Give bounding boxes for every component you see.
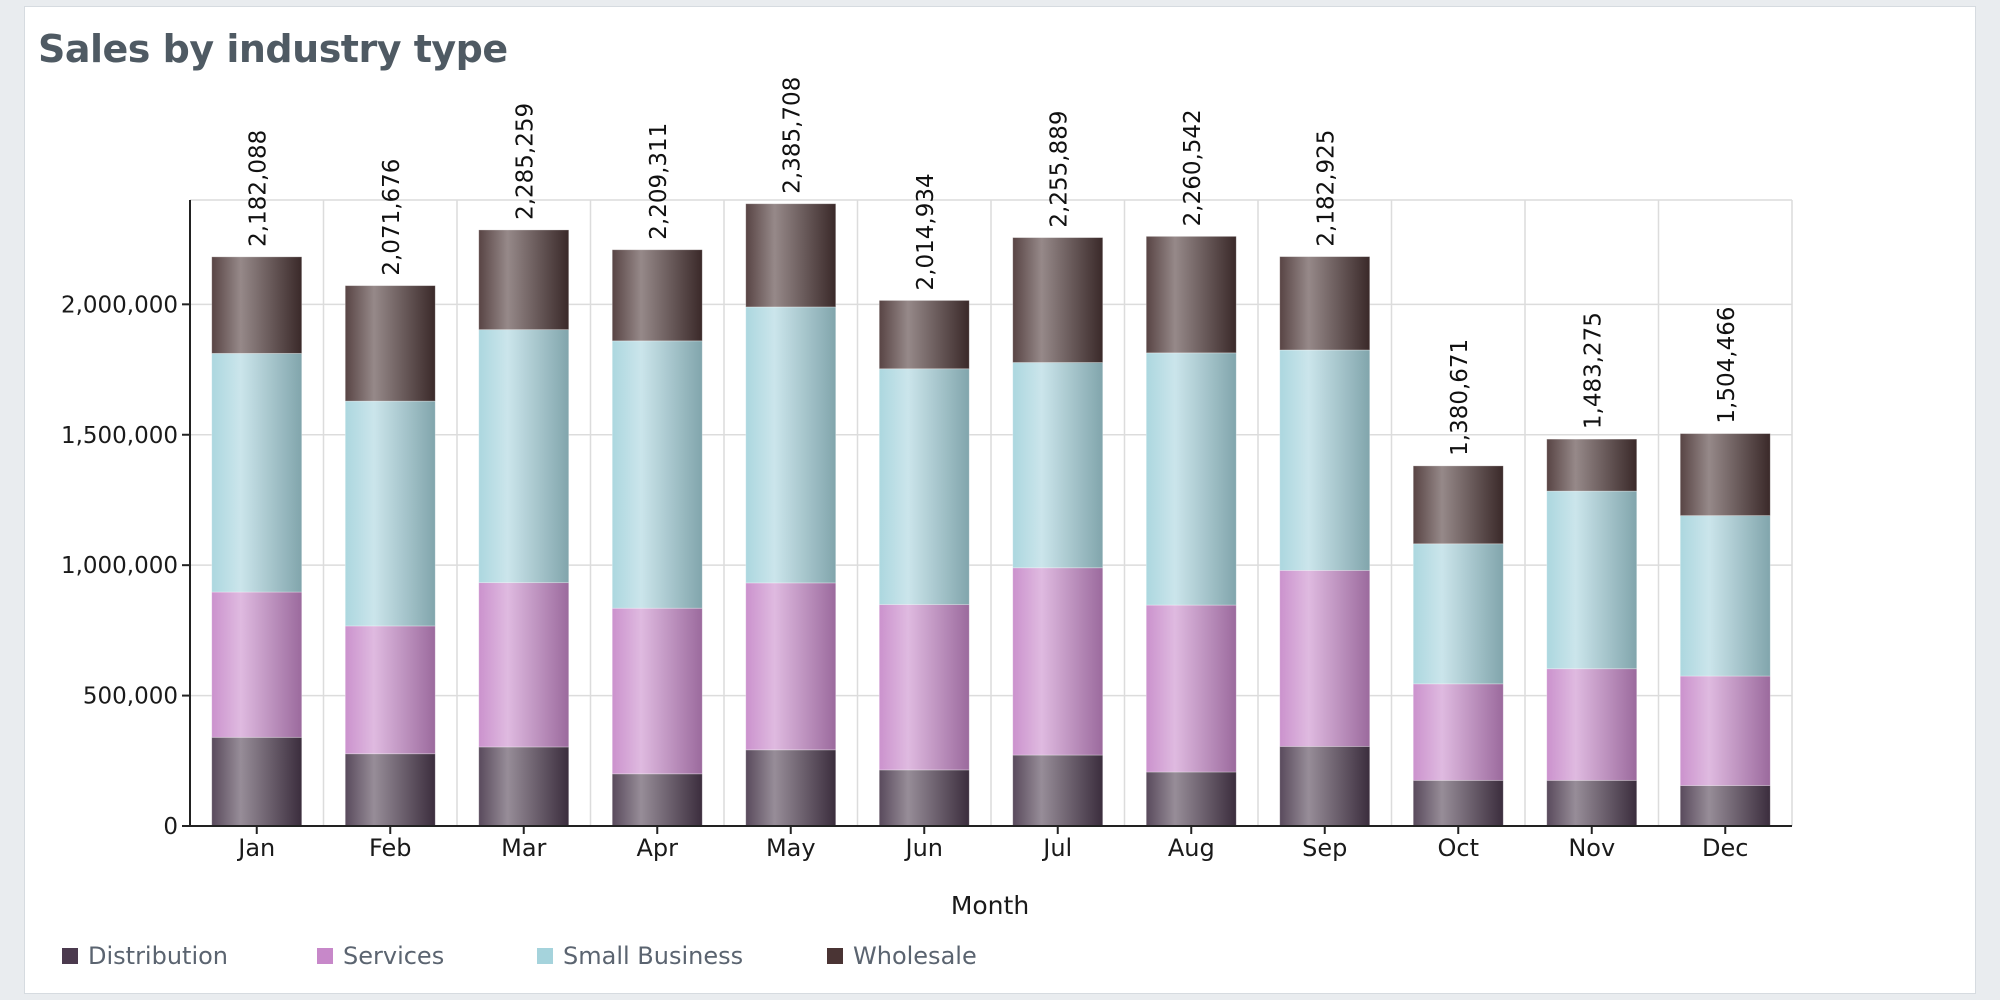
bar-wholesale-feb[interactable] [344,285,436,402]
x-axis-label: Month [951,891,1029,920]
legend-item-small-business[interactable]: Small Business [537,942,827,970]
bar-small-business-mar[interactable] [478,329,570,584]
bar-small-business-nov[interactable] [1546,490,1638,670]
bar-services-nov[interactable] [1546,668,1638,781]
bar-services-apr[interactable] [611,607,703,775]
legend-label: Distribution [88,942,229,970]
x-tick-label: Apr [636,834,678,862]
total-label-apr: 2,209,311 [646,123,672,240]
legend-label: Services [343,942,445,970]
bar-small-business-may[interactable] [745,306,837,584]
bar-distribution-apr[interactable] [611,773,703,827]
bar-wholesale-nov[interactable] [1546,438,1638,492]
legend-item-distribution[interactable]: Distribution [62,942,317,970]
x-tick-label: Dec [1702,834,1748,862]
bar-distribution-dec[interactable] [1679,785,1771,827]
bar-distribution-mar[interactable] [478,746,570,827]
y-tick-label: 2,000,000 [61,292,178,318]
bar-distribution-jul[interactable] [1012,754,1104,827]
x-tick-label: Oct [1438,834,1480,862]
legend-swatch [317,948,333,964]
bar-wholesale-jun[interactable] [878,300,970,370]
bar-distribution-jun[interactable] [878,769,970,827]
bar-services-dec[interactable] [1679,675,1771,786]
legend-swatch [537,948,553,964]
x-tick-label: May [766,834,816,862]
x-tick-label: Nov [1568,834,1615,862]
total-label-oct: 1,380,671 [1447,339,1473,456]
bar-small-business-dec[interactable] [1679,515,1771,677]
x-tick-label: Sep [1302,834,1347,862]
bar-distribution-aug[interactable] [1145,771,1237,827]
bar-wholesale-oct[interactable] [1412,465,1504,545]
total-label-jul: 2,255,889 [1047,111,1073,228]
total-label-jan: 2,182,088 [246,130,272,247]
bar-services-mar[interactable] [478,582,570,748]
legend-swatch [62,948,78,964]
bar-services-may[interactable] [745,582,837,751]
y-tick-label: 500,000 [83,684,178,710]
bar-services-feb[interactable] [344,625,436,755]
total-label-sep: 2,182,925 [1314,130,1340,247]
bar-wholesale-dec[interactable] [1679,433,1771,517]
total-label-dec: 1,504,466 [1714,307,1740,424]
bar-small-business-aug[interactable] [1145,352,1237,606]
bars [211,203,1771,827]
y-tick-label: 0 [163,814,178,840]
bar-wholesale-mar[interactable] [478,229,570,331]
bar-distribution-feb[interactable] [344,753,436,827]
bar-distribution-oct[interactable] [1412,779,1504,827]
total-labels: 2,182,088 2,071,676 2,285,259 2,209,311 2,38… [246,77,1741,456]
y-tick-label: 1,500,000 [61,423,178,449]
x-tick-label: Aug [1168,834,1215,862]
y-tick-label: 1,000,000 [61,553,178,579]
chart-title: Sales by industry type [38,27,508,71]
x-tick-label: Mar [501,834,546,862]
bar-distribution-sep[interactable] [1279,746,1371,827]
x-tick-label: Feb [369,834,412,862]
bar-services-jan[interactable] [211,591,303,738]
x-tick-label: Jul [1041,834,1072,862]
legend-label: Small Business [563,942,744,970]
bar-wholesale-apr[interactable] [611,249,703,342]
x-tick-label: Jan [236,834,275,862]
legend: Distribution Services Small Business Wholes… [62,942,1027,970]
legend-item-services[interactable]: Services [317,942,537,970]
bar-small-business-apr[interactable] [611,340,703,609]
axes: 0 500,000 1,000,000 1,500,000 2,000,000 Jan Fe… [61,200,1792,862]
bar-small-business-jun[interactable] [878,368,970,605]
bar-wholesale-jul[interactable] [1012,237,1104,363]
total-label-may: 2,385,708 [780,77,806,194]
total-label-jun: 2,014,934 [913,173,939,290]
bar-small-business-feb[interactable] [344,400,436,627]
bar-services-sep[interactable] [1279,569,1371,747]
total-label-mar: 2,285,259 [513,103,539,220]
legend-item-wholesale[interactable]: Wholesale [827,942,1027,970]
bar-distribution-nov[interactable] [1546,779,1638,827]
bar-services-jul[interactable] [1012,567,1104,756]
x-tick-label: Jun [904,834,944,862]
bar-wholesale-aug[interactable] [1145,235,1237,354]
bar-services-aug[interactable] [1145,604,1237,773]
bar-small-business-oct[interactable] [1412,543,1504,685]
bar-small-business-sep[interactable] [1279,349,1371,571]
bar-small-business-jul[interactable] [1012,362,1104,569]
legend-label: Wholesale [853,942,977,970]
bar-wholesale-may[interactable] [745,203,837,308]
bar-services-jun[interactable] [878,604,970,771]
bar-small-business-jan[interactable] [211,352,303,593]
bar-wholesale-sep[interactable] [1279,256,1371,351]
legend-swatch [827,948,843,964]
bar-services-oct[interactable] [1412,683,1504,781]
total-label-feb: 2,071,676 [379,159,405,276]
total-label-nov: 1,483,275 [1581,312,1607,429]
bar-distribution-jan[interactable] [211,736,303,827]
bar-distribution-may[interactable] [745,749,837,827]
total-label-aug: 2,260,542 [1180,109,1206,226]
bar-wholesale-jan[interactable] [211,256,303,354]
